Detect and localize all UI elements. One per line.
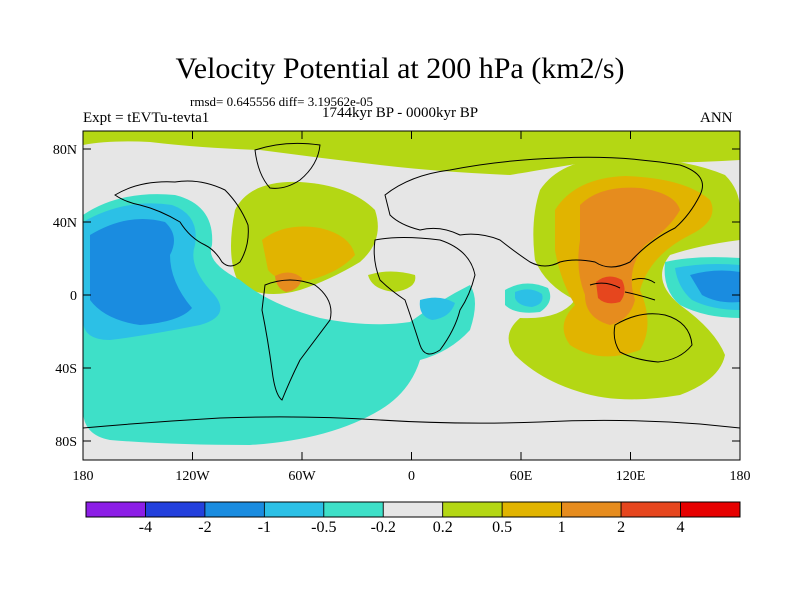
colorbar-label: 4: [676, 519, 685, 536]
experiment-label: Expt = tEVTu-tevta1: [83, 110, 210, 126]
x-tick-label: 0: [408, 469, 415, 484]
colorbar-label: -0.5: [311, 519, 337, 536]
negative-mid-indian-ocean: [515, 289, 543, 307]
x-tick-label: 180: [730, 469, 751, 484]
stats-subtitle: rmsd= 0.645556 diff= 3.19562e-05: [190, 94, 374, 109]
negative-mid-atlantic: [419, 297, 455, 320]
x-tick-label: 180: [73, 469, 94, 484]
coast-africa: [373, 237, 476, 355]
colorbar-segment: [263, 501, 325, 518]
colorbar-label: 0.2: [432, 519, 453, 536]
negative-region-strong: [90, 218, 192, 325]
period-label: 1744kyr BP - 0000kyr BP: [322, 105, 479, 121]
colorbar-label: 0.5: [492, 519, 513, 536]
colorbar: [85, 501, 741, 518]
y-tick-label: 80S: [55, 435, 77, 450]
coast-greenland: [254, 142, 321, 189]
colorbar-label: -1: [257, 519, 272, 536]
positive-region-africa: [368, 271, 416, 292]
colorbar-segment: [561, 501, 622, 518]
positive-region-greenland: [255, 186, 282, 202]
x-axis-ticks: [82, 131, 741, 460]
x-tick-label: 60W: [288, 469, 316, 484]
colorbar-label: 2: [617, 519, 626, 536]
coast-maritime: [589, 278, 656, 301]
colorbar-label: -2: [198, 519, 212, 536]
season-label: ANN: [700, 110, 733, 126]
colorbar-segment: [680, 501, 741, 518]
colorbar-label: -4: [138, 519, 153, 536]
chart-title: Velocity Potential at 200 hPa (km2/s): [175, 52, 625, 85]
colorbar-label: 1: [557, 519, 566, 536]
positive-mid-americas: [262, 226, 355, 282]
y-tick-label: 40S: [55, 362, 77, 377]
colorbar-segment: [145, 501, 206, 518]
coast-north-america: [114, 180, 249, 267]
colorbar-segment: [382, 501, 444, 518]
x-tick-label: 60E: [510, 469, 533, 484]
colorbar-label: -0.2: [370, 519, 396, 536]
y-tick-label: 40N: [53, 216, 77, 231]
y-axis-ticks: [83, 148, 740, 442]
colorbar-segment: [620, 501, 681, 518]
colorbar-segment: [442, 501, 503, 518]
colorbar-frame: [85, 501, 741, 518]
coast-south-america: [261, 279, 332, 401]
coast-eurasia: [384, 156, 703, 268]
colorbar-segment: [204, 501, 265, 518]
positive-strong-americas: [275, 272, 302, 292]
coast-antarctica: [83, 416, 740, 429]
x-tick-label: 120E: [616, 469, 646, 484]
colorbar-segment: [323, 501, 384, 518]
negative-strong-east-pacific: [690, 270, 740, 303]
colorbar-segment: [501, 501, 563, 518]
map-field: [83, 131, 740, 460]
coast-australia: [613, 313, 693, 363]
x-axis-labels: 180 120W 60W 0 60E 120E 180: [73, 469, 751, 484]
y-tick-label: 80N: [53, 143, 77, 158]
y-axis-labels: 80N 40N 0 40S 80S: [53, 143, 77, 450]
y-tick-label: 0: [70, 289, 77, 304]
positive-max-asia: [596, 276, 625, 304]
colorbar-segment: [85, 501, 146, 518]
coastlines: [83, 142, 740, 429]
x-tick-label: 120W: [175, 469, 210, 484]
